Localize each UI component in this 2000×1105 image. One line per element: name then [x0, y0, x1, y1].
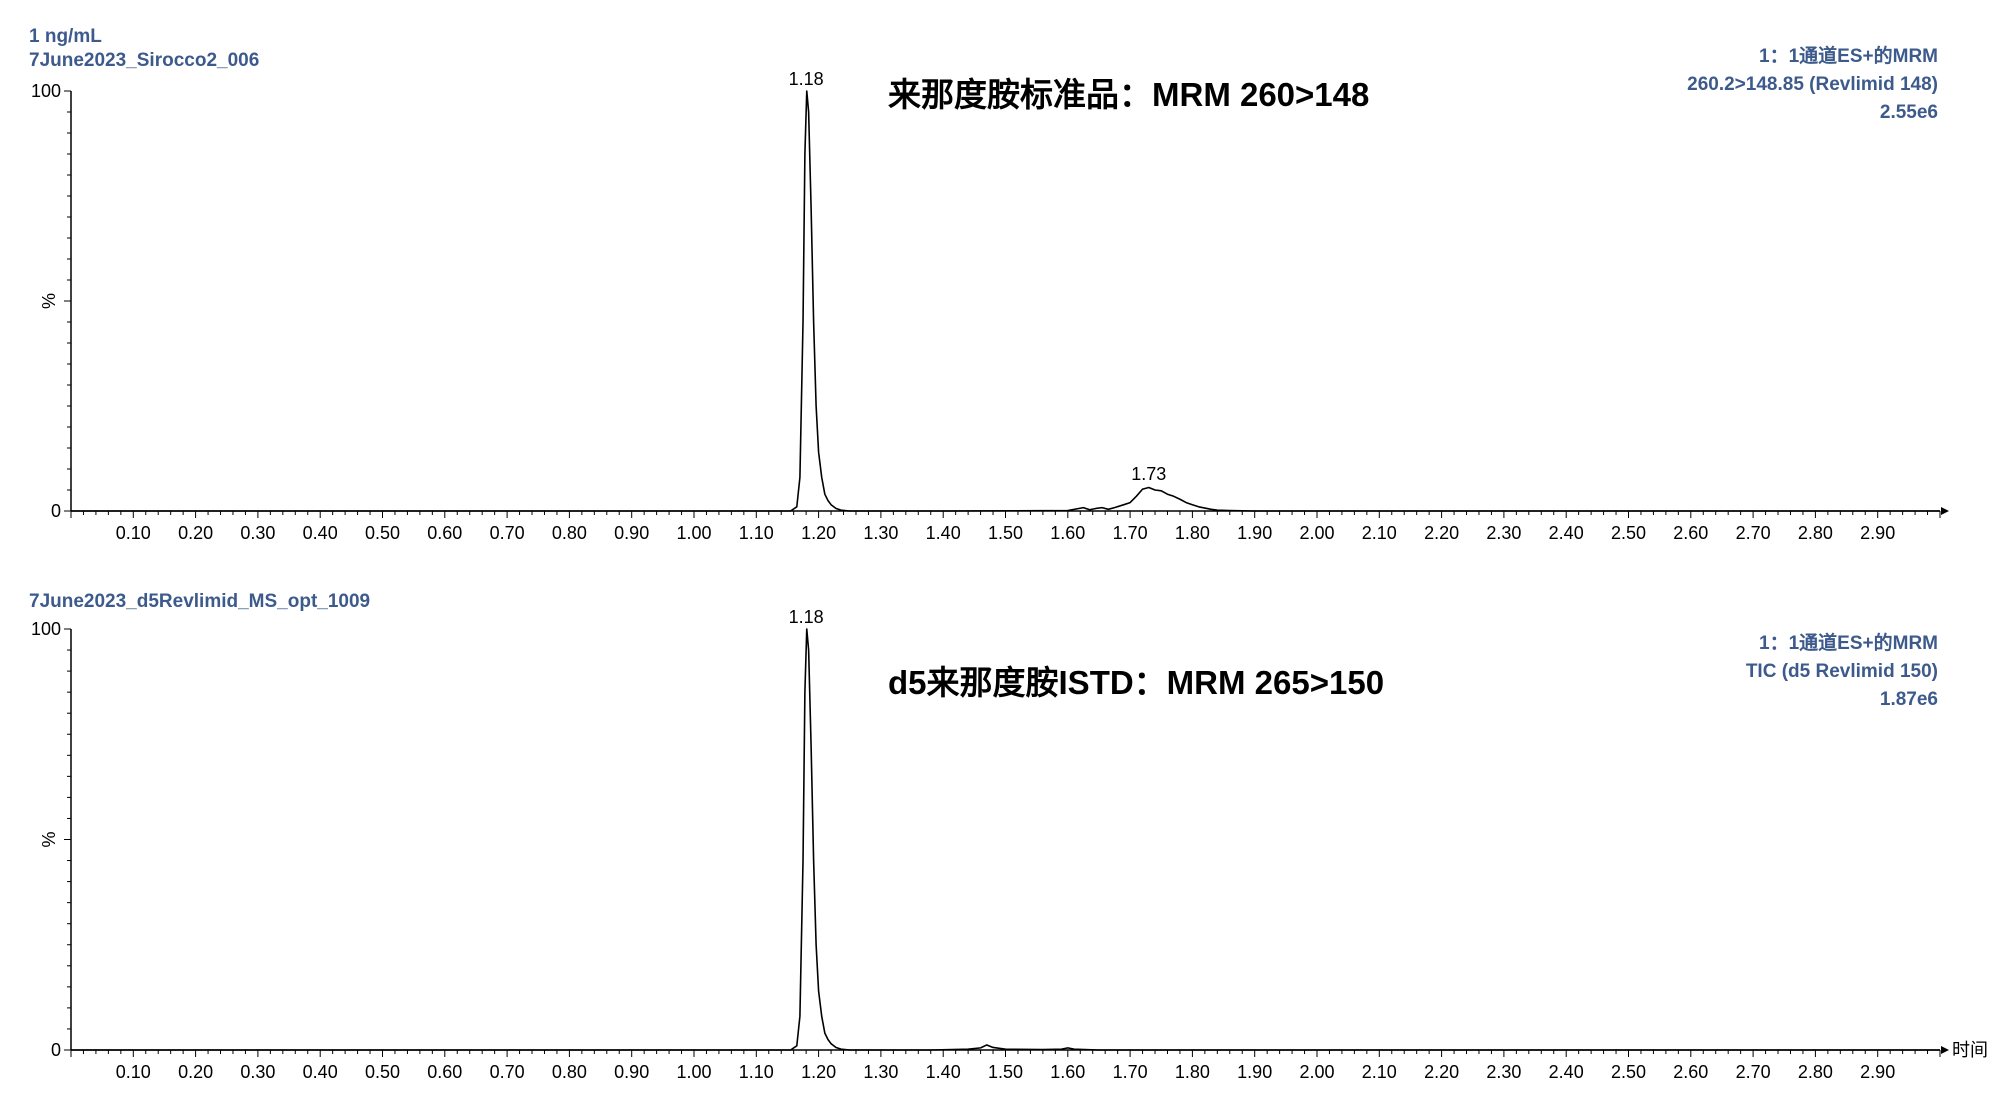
- x-tick-label: 0.90: [614, 523, 649, 543]
- x-tick-label: 2.80: [1798, 1062, 1833, 1082]
- x-tick-label: 1.60: [1050, 523, 1085, 543]
- y-tick-label: 0: [51, 501, 61, 521]
- x-tick-label: 0.10: [116, 523, 151, 543]
- x-tick-label: 1.60: [1050, 1062, 1085, 1082]
- x-tick-label: 1.00: [676, 1062, 711, 1082]
- x-tick-label: 0.10: [116, 1062, 151, 1082]
- x-tick-label: 1.80: [1175, 1062, 1210, 1082]
- x-axis-arrow: [1941, 1046, 1949, 1054]
- x-tick-label: 1.20: [801, 523, 836, 543]
- x-tick-label: 1.10: [739, 1062, 774, 1082]
- x-tick-label: 0.30: [240, 523, 275, 543]
- x-tick-label: 2.20: [1424, 1062, 1459, 1082]
- x-tick-label: 0.60: [427, 523, 462, 543]
- x-tick-label: 2.70: [1736, 1062, 1771, 1082]
- transition-label: TIC (d5 Revlimid 150): [1745, 661, 1938, 682]
- file-label: 7June2023_Sirocco2_006: [29, 50, 260, 71]
- peak-label: 1.18: [789, 607, 824, 627]
- y-axis-label: %: [39, 293, 59, 309]
- x-tick-label: 2.50: [1611, 1062, 1646, 1082]
- transition-label: 260.2>148.85 (Revlimid 148): [1687, 74, 1938, 95]
- x-tick-label: 0.30: [240, 1062, 275, 1082]
- chromatogram-trace: [71, 90, 1940, 512]
- x-tick-label: 2.50: [1611, 523, 1646, 543]
- x-tick-label: 2.10: [1362, 1062, 1397, 1082]
- x-tick-label: 0.40: [303, 1062, 338, 1082]
- x-tick-label: 1.50: [988, 1062, 1023, 1082]
- x-tick-label: 1.10: [739, 523, 774, 543]
- x-tick-label: 1.80: [1175, 523, 1210, 543]
- y-tick-label: 100: [31, 619, 61, 639]
- x-tick-label: 0.80: [552, 523, 587, 543]
- intensity-label: 2.55e6: [1879, 102, 1938, 123]
- x-tick-label: 0.60: [427, 1062, 462, 1082]
- x-tick-label: 0.20: [178, 523, 213, 543]
- chromatogram-trace: [71, 628, 1940, 1051]
- x-tick-label: 2.60: [1673, 1062, 1708, 1082]
- x-tick-label: 0.20: [178, 1062, 213, 1082]
- x-tick-label: 1.90: [1237, 1062, 1272, 1082]
- x-tick-label: 2.90: [1860, 1062, 1895, 1082]
- x-tick-label: 2.20: [1424, 523, 1459, 543]
- x-tick-label: 2.90: [1860, 523, 1895, 543]
- peak-label: 1.73: [1131, 464, 1166, 484]
- peak-label: 1.18: [789, 69, 824, 89]
- x-tick-label: 1.00: [676, 523, 711, 543]
- x-tick-label: 1.90: [1237, 523, 1272, 543]
- x-tick-label: 0.80: [552, 1062, 587, 1082]
- x-tick-label: 2.80: [1798, 523, 1833, 543]
- x-tick-label: 0.50: [365, 523, 400, 543]
- x-tick-label: 0.70: [490, 523, 525, 543]
- x-tick-label: 2.70: [1736, 523, 1771, 543]
- intensity-label: 1.87e6: [1879, 689, 1938, 710]
- x-tick-label: 2.30: [1486, 1062, 1521, 1082]
- x-tick-label: 1.20: [801, 1062, 836, 1082]
- x-tick-label: 1.70: [1113, 523, 1148, 543]
- x-tick-label: 0.70: [490, 1062, 525, 1082]
- chart-title: 来那度胺标准品：MRM 260>148: [888, 76, 1370, 113]
- chart-title: d5来那度胺ISTD：MRM 265>150: [888, 664, 1385, 701]
- file-label: 7June2023_d5Revlimid_MS_opt_1009: [29, 591, 371, 612]
- x-tick-label: 1.40: [926, 523, 961, 543]
- y-axis-label: %: [39, 831, 59, 847]
- x-axis-label: 时间: [1952, 1040, 1988, 1060]
- x-axis-arrow: [1941, 507, 1949, 515]
- x-tick-label: 2.00: [1299, 1062, 1334, 1082]
- x-tick-label: 1.30: [863, 1062, 898, 1082]
- x-tick-label: 1.30: [863, 523, 898, 543]
- x-tick-label: 2.00: [1299, 523, 1334, 543]
- x-tick-label: 0.90: [614, 1062, 649, 1082]
- x-tick-label: 0.50: [365, 1062, 400, 1082]
- x-tick-label: 2.10: [1362, 523, 1397, 543]
- x-tick-label: 1.70: [1113, 1062, 1148, 1082]
- channel-label: 1：1通道ES+的MRM: [1759, 46, 1938, 67]
- x-tick-label: 0.40: [303, 523, 338, 543]
- x-tick-label: 2.40: [1549, 523, 1584, 543]
- sample-label: 1 ng/mL: [29, 26, 102, 47]
- y-tick-label: 0: [51, 1040, 61, 1060]
- x-tick-label: 1.40: [926, 1062, 961, 1082]
- x-tick-label: 2.60: [1673, 523, 1708, 543]
- x-tick-label: 2.40: [1549, 1062, 1584, 1082]
- x-tick-label: 1.50: [988, 523, 1023, 543]
- x-tick-label: 2.30: [1486, 523, 1521, 543]
- y-tick-label: 100: [31, 81, 61, 101]
- channel-label: 1：1通道ES+的MRM: [1759, 633, 1938, 654]
